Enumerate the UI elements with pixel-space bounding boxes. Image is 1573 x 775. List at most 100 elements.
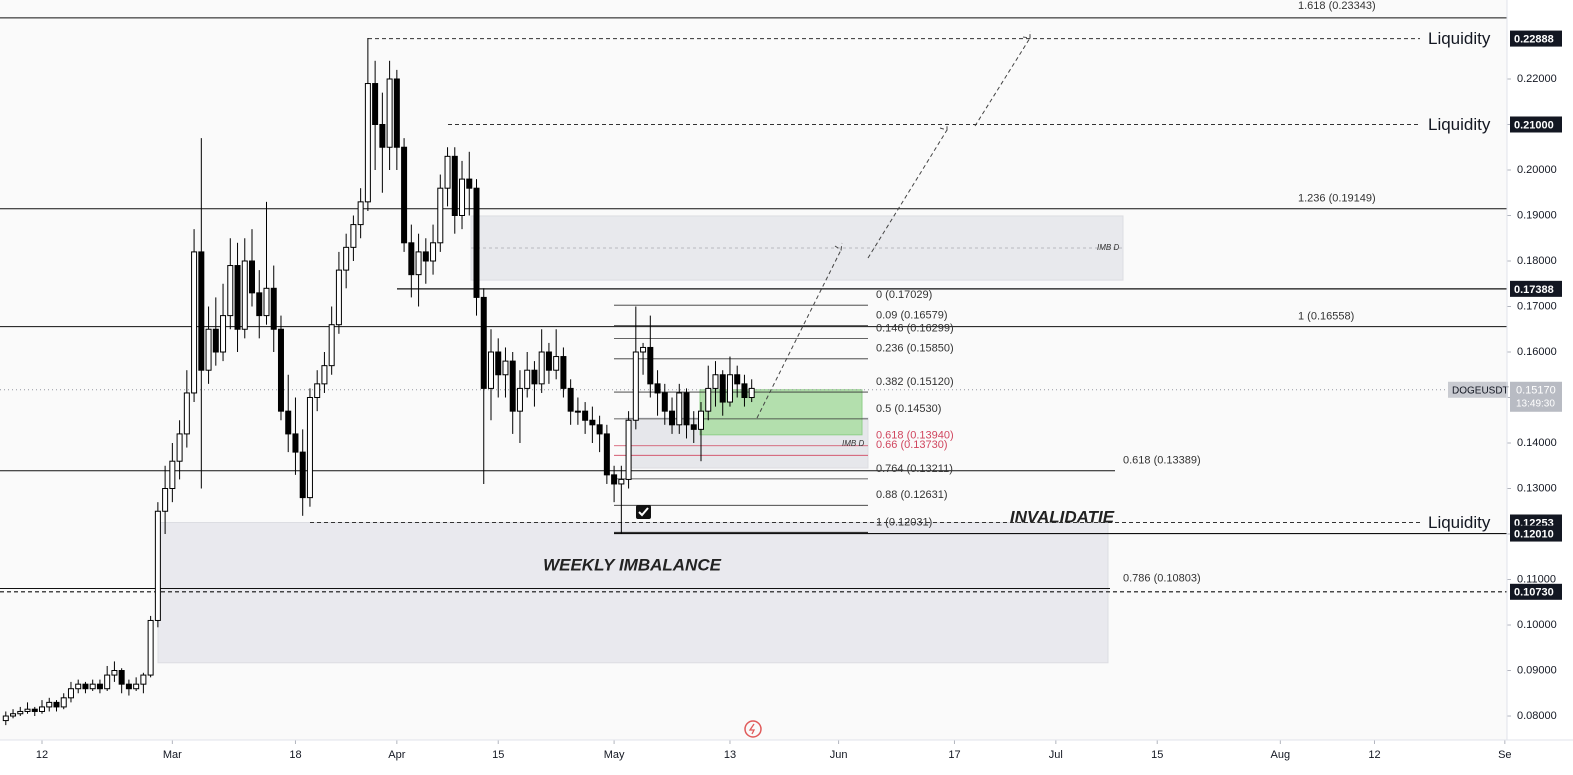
price-badge [1510, 30, 1562, 47]
x-tick-label: 15 [492, 749, 504, 761]
x-tick-label: 15 [1151, 749, 1163, 761]
candle-body [473, 187, 480, 298]
zone-label: WEEKLY IMBALANCE [543, 555, 722, 574]
candle-body [183, 392, 190, 435]
price-badge-label: 0.22888 [1514, 33, 1554, 45]
zone-label: IMB D [1097, 243, 1119, 252]
projection-arrow [756, 31, 1031, 419]
checkbox-tick [638, 507, 649, 517]
candle-body [169, 460, 176, 490]
candle-body [567, 387, 574, 412]
y-tick-label: 0.13000 [1517, 482, 1557, 494]
candle-body [589, 419, 596, 426]
candle-body [487, 351, 494, 389]
fib-retracement-label: 1 (0.12031) [876, 517, 932, 529]
fib-extension-label: 0.786 (0.10803) [1123, 572, 1201, 584]
candle-body [46, 701, 53, 708]
price-badge [1510, 525, 1562, 542]
y-tick-label: 0.20000 [1517, 164, 1557, 176]
candle-body [343, 246, 350, 271]
x-tick-label: Jul [1049, 749, 1063, 761]
candle-body [249, 260, 256, 294]
fib-retracement-label: 0 (0.17029) [876, 289, 932, 301]
y-tick-label: 0.14000 [1517, 437, 1557, 449]
candle-body [82, 683, 89, 690]
candle-body [632, 351, 639, 421]
candle-body [285, 410, 292, 435]
candle-body [705, 387, 712, 412]
candle-body [582, 410, 589, 421]
fib-retracement-label: 0.382 (0.15120) [876, 376, 954, 388]
candle-body [125, 683, 132, 690]
y-tick-label: 0.08000 [1517, 710, 1557, 722]
candle-body [234, 265, 241, 330]
candle-body [133, 683, 140, 690]
x-tick-label: 17 [948, 749, 960, 761]
candle-body [509, 360, 516, 412]
candle-body [726, 374, 733, 403]
candle-body [719, 374, 726, 403]
x-tick-label: May [604, 749, 625, 761]
candle-body [451, 155, 458, 216]
candle-body [350, 224, 357, 248]
candle-body [321, 365, 328, 385]
y-tick-label: 0.11000 [1517, 573, 1556, 585]
candle-body [625, 419, 632, 480]
candle-body [712, 374, 719, 389]
candle-body [292, 433, 299, 453]
candle-body [154, 510, 161, 621]
candle-body [220, 315, 227, 353]
candle-body [545, 351, 552, 371]
candle-body [299, 451, 306, 499]
candle-body [191, 251, 198, 394]
candle-body [401, 146, 408, 244]
candle-body [39, 706, 46, 712]
liquidity-text: Liquidity [1428, 29, 1491, 48]
candle-body [24, 708, 31, 712]
y-tick-label: 0.19000 [1517, 209, 1557, 221]
last-price-badge [1510, 381, 1562, 412]
candle-body [176, 433, 183, 462]
icon-circle[interactable] [744, 720, 762, 738]
candle-body [531, 369, 538, 385]
candle-body [364, 83, 371, 203]
x-tick-label: Jun [830, 749, 848, 761]
y-tick-label: 0.10000 [1517, 619, 1557, 631]
candle-body [357, 201, 364, 226]
candle-body [205, 328, 212, 371]
candle-body [603, 433, 610, 476]
last-price-label: 0.15170 [1516, 385, 1556, 397]
candle-body [640, 346, 647, 353]
candle-body [741, 383, 748, 399]
candle-body [263, 287, 270, 317]
fib-retracement-label: 0.618 (0.13940) [876, 430, 954, 442]
alert-checkbox[interactable] [636, 505, 651, 519]
candle-body [661, 392, 668, 412]
candle-body [31, 708, 38, 712]
y-tick-label: 0.17000 [1517, 300, 1557, 312]
candle-body [553, 356, 560, 371]
x-tick-label: Se [1498, 749, 1511, 761]
candle-body [676, 392, 683, 426]
candle-body [574, 410, 581, 413]
candle-body [415, 251, 422, 276]
fib-extension-label: 0.618 (0.13389) [1123, 455, 1201, 467]
candle-body [654, 383, 661, 394]
zone-label: IMB D [842, 439, 864, 448]
candle-body [596, 424, 603, 435]
x-tick-label: 12 [1368, 749, 1380, 761]
fib-retracement-label: 0.5 (0.14530) [876, 403, 941, 415]
candle-body [212, 328, 219, 353]
replay-icon[interactable] [744, 720, 762, 738]
candle-body [314, 383, 321, 399]
fib-retracement-label: 0.66 (0.13730) [876, 439, 948, 451]
price-badge [1510, 583, 1562, 600]
invalidation-label: INVALIDATIE [1010, 507, 1115, 526]
fib-extension-label: 1.618 (0.23343) [1298, 0, 1376, 12]
x-tick-label: Apr [388, 749, 405, 761]
candle-body [140, 674, 147, 685]
candle-body [748, 387, 755, 399]
candle-body [241, 260, 248, 330]
liquidity-text: Liquidity [1428, 513, 1491, 532]
candle-body [379, 123, 386, 148]
